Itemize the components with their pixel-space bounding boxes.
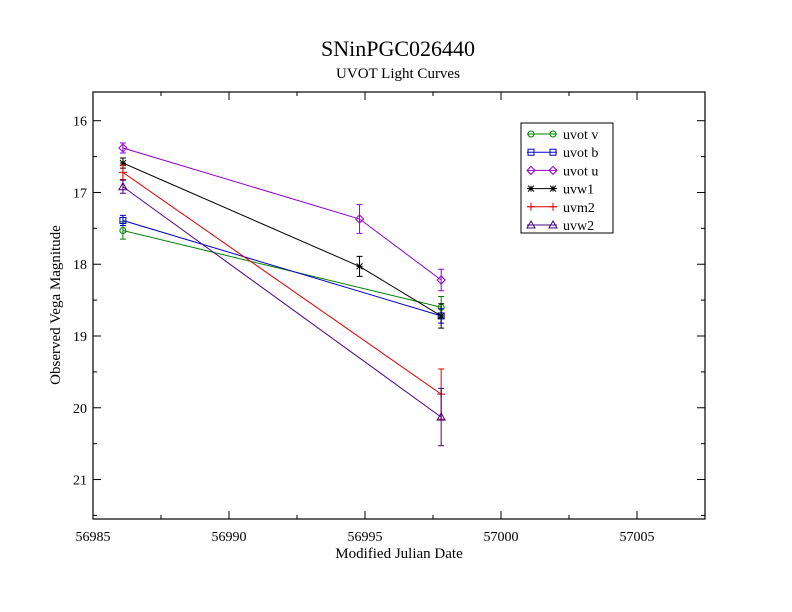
data-point bbox=[354, 214, 365, 224]
data-point bbox=[436, 412, 447, 421]
x-tick-label: 56995 bbox=[348, 530, 383, 545]
y-tick-label: 18 bbox=[73, 258, 87, 273]
legend-label: uvm2 bbox=[563, 201, 595, 216]
y-axis-label: Observed Vega Magnitude bbox=[48, 225, 64, 385]
legend-marker bbox=[527, 148, 535, 156]
legend-marker bbox=[527, 202, 535, 211]
legend-entry: uvw2 bbox=[526, 219, 594, 234]
data-point bbox=[356, 263, 363, 270]
legend-label: uvot u bbox=[563, 164, 598, 179]
series-line bbox=[122, 230, 442, 308]
legend-entry: uvw1 bbox=[527, 183, 594, 198]
x-tick-label: 56990 bbox=[212, 530, 247, 545]
legend-marker bbox=[527, 130, 535, 138]
legend-marker bbox=[526, 165, 536, 176]
data-point bbox=[119, 227, 127, 235]
error-bar bbox=[438, 268, 445, 292]
legend-marker bbox=[548, 165, 558, 176]
y-axis: 16 17 18 19 20 21 bbox=[73, 115, 705, 516]
error-bar bbox=[356, 204, 363, 234]
series-uvot-v bbox=[119, 221, 445, 319]
legend-marker bbox=[549, 148, 557, 156]
plot-frame bbox=[92, 91, 706, 520]
legend-entry: uvot u bbox=[526, 164, 598, 179]
series-line bbox=[122, 186, 442, 418]
data-point bbox=[437, 312, 445, 320]
data-point bbox=[119, 216, 127, 224]
legend-box bbox=[520, 122, 614, 234]
data-point bbox=[436, 275, 446, 285]
y-tick-label: 16 bbox=[73, 115, 87, 130]
x-axis: 56985 56990 56995 57000 57005 bbox=[76, 92, 655, 545]
series-uvw2 bbox=[118, 179, 447, 447]
x-tick-label: 57000 bbox=[484, 530, 519, 545]
legend-entries: uvot v uvot b uvot u uvw1 uvm2 uvw2 bbox=[526, 128, 598, 234]
data-point bbox=[119, 159, 127, 167]
legend-marker bbox=[526, 219, 536, 229]
y-tick-label: 21 bbox=[73, 474, 87, 489]
data-point bbox=[118, 168, 127, 177]
x-tick-label: 56985 bbox=[76, 530, 111, 545]
series-layer bbox=[118, 142, 447, 447]
series-line bbox=[122, 162, 442, 317]
legend-marker bbox=[549, 130, 557, 138]
y-tick-label: 19 bbox=[73, 330, 87, 345]
series-line bbox=[122, 219, 442, 317]
series-line bbox=[122, 147, 442, 281]
legend-marker bbox=[549, 185, 557, 192]
chart-subtitle: UVOT Light Curves bbox=[336, 66, 460, 82]
legend-marker bbox=[549, 202, 557, 211]
series-line bbox=[122, 171, 442, 395]
legend-entry: uvm2 bbox=[527, 201, 595, 216]
chart-title: SNinPGC026440 bbox=[321, 36, 475, 61]
legend: uvot v uvot b uvot u uvw1 uvm2 uvw2 bbox=[520, 122, 614, 234]
legend-entry: uvot v bbox=[527, 128, 598, 143]
legend-entry: uvot b bbox=[527, 146, 598, 161]
series-uvm2 bbox=[118, 164, 446, 420]
error-bar bbox=[119, 214, 126, 226]
legend-label: uvot b bbox=[563, 146, 598, 161]
y-tick-label: 17 bbox=[73, 186, 87, 201]
series-uvot-u bbox=[118, 142, 446, 292]
legend-marker bbox=[548, 219, 558, 229]
legend-label: uvot v bbox=[563, 128, 598, 143]
legend-label: uvw2 bbox=[563, 219, 594, 234]
data-point bbox=[118, 181, 128, 191]
data-point bbox=[118, 143, 128, 153]
x-axis-label: Modified Julian Date bbox=[335, 546, 463, 562]
x-tick-label: 57005 bbox=[620, 530, 655, 545]
legend-label: uvw1 bbox=[563, 183, 594, 198]
legend-marker bbox=[527, 185, 535, 192]
error-bar bbox=[438, 387, 445, 447]
y-tick-label: 20 bbox=[73, 402, 87, 417]
